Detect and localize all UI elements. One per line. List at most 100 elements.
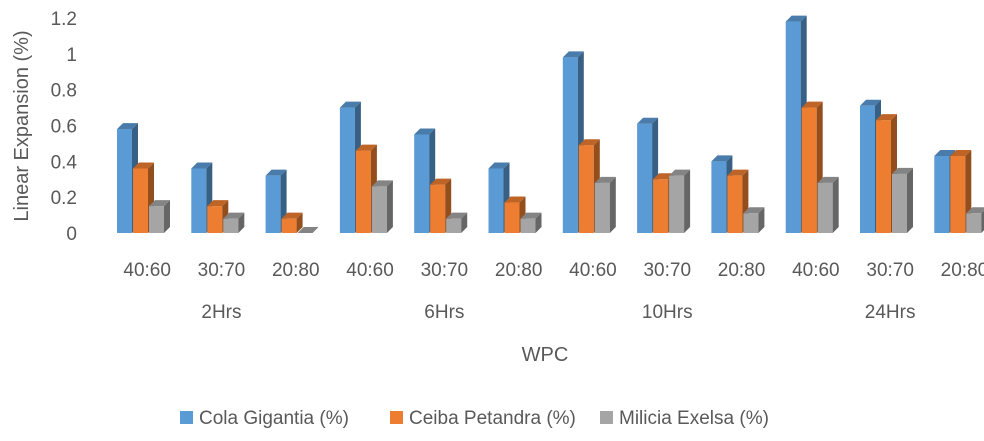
x-group-label: 6Hrs	[424, 302, 464, 323]
bar	[966, 207, 984, 233]
bar-front	[117, 129, 132, 233]
bar	[297, 227, 319, 233]
x-axis-ticks: 40:60 30:70 20:80 40:60 30:70 20:80 40:60 30:70…	[123, 260, 984, 281]
bar-top	[281, 212, 303, 219]
bar-front	[653, 179, 669, 233]
bar-front	[207, 206, 223, 233]
bar-front	[504, 202, 520, 233]
bar-top	[950, 149, 972, 156]
bar-top	[637, 117, 659, 124]
bar-front	[446, 218, 462, 233]
x-tick-label: 30:70	[421, 260, 469, 281]
x-axis-group-labels: 2Hrs 6Hrs 10Hrs 24Hrs	[201, 302, 915, 323]
y-tick-label: 1.2	[51, 9, 77, 30]
bar-top	[860, 99, 881, 106]
legend-item: Cola Gigantia (%)	[180, 408, 349, 429]
bar	[817, 176, 839, 233]
bar-side	[832, 176, 839, 233]
bar-side	[907, 167, 913, 233]
bar-front	[727, 175, 743, 233]
bar	[446, 212, 468, 233]
legend-label: Milicia Exelsa (%)	[619, 408, 769, 429]
bar-top	[520, 212, 542, 219]
bar-side	[386, 180, 393, 233]
y-axis-title: Linear Expansion (%)	[11, 30, 33, 221]
bar-top	[594, 176, 616, 183]
bar-front	[743, 213, 759, 233]
bar-front	[876, 120, 891, 233]
bar-front	[281, 218, 297, 233]
bar-side	[981, 210, 984, 233]
x-tick-label: 40:60	[346, 260, 394, 281]
legend-swatch	[180, 411, 193, 424]
x-tick-label: 40:60	[792, 260, 840, 281]
bar-front	[637, 123, 653, 233]
bar-front	[785, 21, 801, 234]
y-tick-label: 0.2	[51, 188, 77, 209]
bar-top	[892, 167, 913, 174]
x-tick-label: 20:80	[941, 260, 984, 281]
bar-top	[430, 178, 452, 185]
legend-swatch	[600, 411, 613, 424]
x-group-label: 2Hrs	[201, 302, 241, 323]
bar-front	[355, 150, 371, 233]
bar	[149, 200, 170, 233]
bar-side	[461, 212, 468, 233]
bar-top	[207, 200, 229, 207]
bar-top	[653, 173, 675, 180]
bar-top	[504, 196, 526, 203]
bar-top	[801, 101, 823, 108]
bar-front	[339, 107, 355, 233]
legend-label: Ceiba Petandra (%)	[409, 408, 576, 429]
x-tick-label: 30:70	[198, 260, 246, 281]
bar-top	[817, 176, 839, 183]
bar-top	[669, 169, 691, 176]
bar-side	[296, 212, 303, 233]
bar-top	[414, 128, 436, 135]
bar	[265, 169, 287, 233]
bar-top	[149, 200, 170, 207]
legend-label: Cola Gigantia (%)	[199, 408, 349, 429]
bar-top	[191, 162, 213, 169]
bar-side	[535, 212, 542, 233]
bar-top	[966, 207, 984, 214]
x-tick-label: 40:60	[569, 260, 617, 281]
legend: Cola Gigantia (%) Ceiba Petandra (%) Milic…	[180, 408, 769, 429]
bar-front	[191, 168, 207, 233]
bar	[223, 212, 245, 233]
bar-front	[371, 186, 387, 233]
legend-swatch	[390, 411, 403, 424]
bar-front	[414, 134, 430, 233]
bar-front	[562, 57, 578, 233]
bar-top	[785, 15, 807, 22]
x-axis-title: WPC	[522, 344, 569, 366]
x-group-label: 10Hrs	[642, 302, 693, 323]
bar-front	[133, 168, 148, 233]
bar-front	[801, 107, 817, 233]
bar	[669, 169, 691, 233]
bar	[892, 167, 913, 233]
bar-top	[297, 227, 319, 233]
bar-top	[727, 169, 749, 176]
x-tick-label: 20:80	[495, 260, 543, 281]
bar-top	[711, 155, 733, 162]
legend-item: Ceiba Petandra (%)	[390, 408, 576, 429]
x-tick-label: 30:70	[643, 260, 691, 281]
bar-side	[238, 212, 245, 233]
bar-front	[594, 182, 610, 233]
bar	[594, 176, 616, 233]
bar-front	[430, 184, 446, 233]
bar-front	[950, 155, 966, 233]
bar-front	[265, 175, 281, 233]
x-tick-label: 30:70	[866, 260, 914, 281]
bar-front	[223, 218, 239, 233]
bar-front	[892, 173, 907, 233]
x-tick-label: 20:80	[272, 260, 320, 281]
bar-top	[355, 144, 377, 151]
bar-top	[117, 123, 138, 130]
bar-front	[669, 175, 685, 233]
bar-side	[684, 169, 691, 233]
bar-front	[520, 218, 536, 233]
bar	[371, 180, 393, 233]
